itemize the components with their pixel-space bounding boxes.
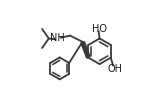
Polygon shape	[82, 42, 90, 58]
Text: HO: HO	[92, 23, 107, 34]
Text: NH: NH	[50, 33, 65, 44]
Text: OH: OH	[107, 64, 122, 74]
